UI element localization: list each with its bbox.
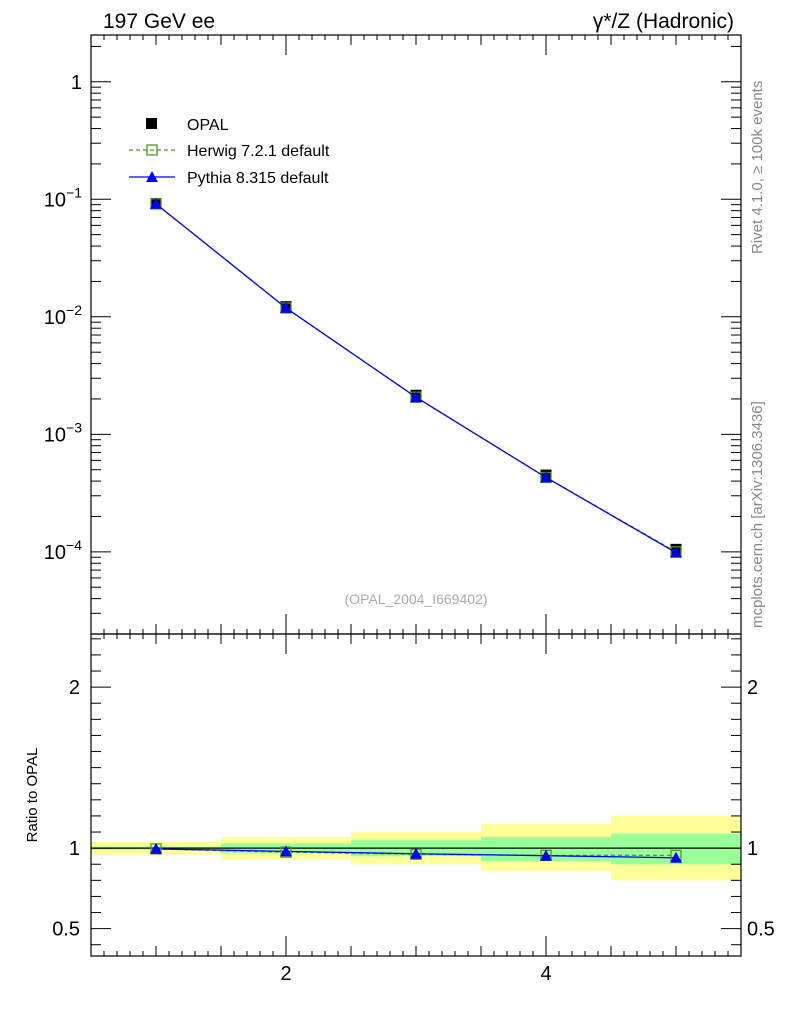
herwig-line [155, 203, 677, 553]
plot-title-left: 197 GeV ee [103, 10, 215, 33]
pythia-marker [410, 391, 422, 403]
pythia-marker [150, 197, 162, 209]
legend-herwig-label: Herwig 7.2.1 default [187, 143, 330, 160]
ratio-pythia-marker [670, 851, 682, 863]
plot-title-right: γ*/Z (Hadronic) [593, 10, 734, 33]
x-tick-label: 4 [540, 963, 551, 985]
pythia-line [155, 203, 677, 554]
rivet-version-label: Rivet 4.1.0, ≥ 100k events [749, 81, 766, 254]
ratio-plot-frame [90, 633, 742, 957]
legend-pythia-marker [146, 171, 158, 182]
main-y-tick-label: 10−4 [44, 537, 82, 564]
main-y-tick-labels: 1 10−1 10−2 10−3 10−4 [44, 72, 82, 564]
ratio-y-tick-label-right: 2 [747, 677, 758, 699]
ratio-y-tick-label-right: 1 [747, 838, 758, 860]
legend-pythia-label: Pythia 8.315 default [187, 170, 329, 187]
main-y-tick-label: 10−3 [44, 419, 82, 446]
ratio-plot-ticks [91, 634, 741, 956]
ratio-plot-series [150, 842, 682, 863]
main-y-tick-label: 10−1 [44, 184, 82, 211]
ratio-y-tick-label-left: 0.5 [52, 919, 80, 941]
legend: OPAL Herwig 7.2.1 default Pythia 8.315 d… [129, 117, 330, 187]
ratio-pythia-marker [280, 845, 292, 857]
pythia-marker [670, 546, 682, 558]
pythia-marker [280, 301, 292, 313]
mcplots-label: mcplots.cern.ch [arXiv:1306.3436] [749, 401, 766, 628]
ratio-y-tick-label-left: 1 [69, 838, 80, 860]
ratio-pythia-marker [410, 847, 422, 859]
legend-opal-label: OPAL [187, 117, 229, 134]
ratio-y-tick-label-right: 0.5 [747, 919, 775, 941]
main-y-tick-label: 10−2 [44, 302, 82, 329]
analysis-watermark: (OPAL_2004_I669402) [345, 591, 488, 607]
legend-herwig-marker [146, 144, 158, 156]
main-plot-series [150, 197, 682, 558]
main-y-tick-label: 1 [71, 72, 82, 94]
pythia-marker [540, 471, 552, 483]
ratio-pythia-marker [150, 842, 162, 854]
main-plot-ticks [91, 35, 741, 635]
ratio-y-axis-label: Ratio to OPAL [24, 748, 41, 843]
ratio-y-tick-label-left: 2 [69, 677, 80, 699]
legend-opal-marker [146, 118, 157, 129]
ratio-pythia-marker [540, 849, 552, 861]
ratio-y-tick-labels: 0.5 0.5 1 1 2 2 [52, 677, 775, 941]
x-tick-label: 2 [280, 963, 291, 985]
